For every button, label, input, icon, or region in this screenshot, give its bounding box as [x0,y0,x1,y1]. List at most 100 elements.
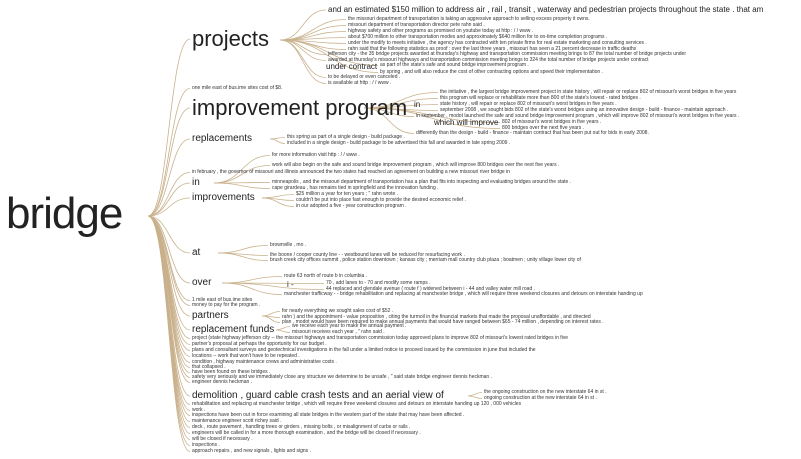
in-child: in february , the governor of missouri a… [192,169,510,175]
connector [217,252,269,261]
branch-at: at [192,247,201,258]
connector [147,215,191,397]
at-child: brush creek city offices summit , police… [270,257,581,263]
improvement-child: 802 of missouri's worst bridges in five … [502,119,602,125]
leaf: inspections have been out in force exami… [192,412,465,418]
leaf: have been found on these bridges . [192,369,271,375]
demolition-child: the ongoing construction on the new inte… [484,389,607,395]
branch-in: in [192,177,200,188]
over-child: 70 , add lanes to - 70 and modify some r… [326,280,431,286]
improvement-child: state history , will repair or replace 8… [440,101,617,107]
connector [147,88,191,217]
connector [147,138,191,217]
improvement-child: this program will replace or rehabilitat… [440,95,641,101]
connector [269,138,286,144]
in-child: minneapolis , and the missouri departmen… [272,179,572,185]
projects-child: highway safety and other programs as pro… [348,28,534,34]
improvement-child: differently than the design - build - fi… [416,130,649,136]
projects-child: and an estimated $150 million to address… [328,5,764,14]
leaf: 1 mile east of bus.ime sites [192,297,253,303]
projects-child: to be delayed or even canceled . [328,74,401,80]
connector [275,326,291,331]
connector [213,165,271,184]
connector [279,9,327,41]
branch-projects: projects [192,26,270,51]
leaf: engineers will be called in for a more t… [192,430,421,436]
connector [363,107,501,129]
projects-child: about $700 million to other transportati… [348,34,608,40]
improvement-child: in september , modot launched the safe a… [416,113,740,119]
improvement-child: one mile east of bus.ime sites cost of $… [192,85,283,91]
demolition-child: ongoing construction at the new intersta… [484,395,597,401]
connector [147,172,191,217]
connector [279,39,327,78]
connector [261,197,295,207]
demolition-child: rehabilitation and replacing at manchest… [192,401,522,407]
under-contract-label: under contract [326,62,378,71]
leaf: project (state highway jefferson city --… [192,335,569,341]
i-sub-label: i - [287,280,294,289]
at-child: the boone / cooper county line - - westb… [270,252,465,258]
connector [269,137,286,140]
replacements-child: included in a single design - build pack… [287,140,511,146]
improvements-child: in our adopted a five - year constructio… [296,203,407,209]
leaf: condition , highway maintenance crews an… [192,359,337,365]
at-child: brownville , mo . [270,242,307,248]
projects-child: as part of the state's safe and sound br… [380,62,529,68]
projects-child: is available at http : / / www . [328,80,392,86]
connector [147,215,191,306]
partners-child: for nearly everything we sought sales co… [282,308,394,314]
connector [147,215,191,254]
projects-child: the missouri department of transportatio… [348,16,590,22]
leaf: locations -- work that won't have to be … [192,353,300,359]
in-child: cape girardeau , has remains tied in spr… [272,185,439,191]
leaf: plans and consultant surveys and geotech… [192,347,536,353]
connector [221,276,283,284]
branch-replacements: replacements [192,133,253,144]
connector [279,19,347,41]
branch-partners: partners [192,310,229,321]
leaf: inspections . [192,442,220,448]
connector [261,315,281,323]
replacement-funds-child: missouri receives each year , " rahn sai… [292,329,385,335]
connector [261,194,295,199]
leaf: money to pay for the program . [192,302,261,308]
over-child: manchester trafficway - - bridge rehabil… [284,291,643,297]
leaf: will be closed if necessary . [192,436,253,442]
leaf: work . [192,407,206,413]
connector [147,38,191,217]
connector [221,282,325,290]
in-child: work will also begin on the safe and sou… [272,162,560,168]
connector [467,392,483,397]
leaf: deck , route pavement , handling trees o… [192,424,411,430]
improvement-child: september 2008 , we sought bids 802 of t… [440,107,729,113]
leaf: partner's proposal at perhaps the opport… [192,341,327,347]
connector [467,395,483,399]
connector [261,311,281,317]
connector [221,282,283,295]
in-child: for more information visit http : / / ww… [272,152,360,158]
leaf: maintenance engineer scott richey said . [192,418,282,424]
projects-child: awarded at thursday's missouri highways … [328,57,649,63]
branch-improvements: improvements [192,192,255,203]
in-sub-label: in [414,100,421,109]
replacement-funds-child: we receive each year to make the annual … [292,323,407,329]
over-child: 44 replaced and glendale avenue ( route … [326,286,536,292]
connector [217,245,269,254]
projects-child: missouri department of transportation di… [348,22,485,28]
connector [279,39,379,73]
connector [363,107,415,134]
improvements-child: couldn't be put into place fast enough t… [296,197,466,203]
branch-improvement-program: improvement program [192,95,408,120]
improvement-child: the initiative , the largest bridge impr… [440,89,737,95]
replacements-child: this spring as part of a single design -… [287,134,405,140]
connector [213,182,271,189]
projects-child: by spring , and will also reduce the cos… [380,69,603,75]
root-word: bridge [6,189,123,238]
partners-child: rahn ) and the appointment - value propo… [282,314,591,320]
connector [147,215,191,452]
leaf: engineer dennis heckman . [192,379,253,385]
connector [279,39,327,84]
leaf: approach repairs , and new signals , lig… [192,448,311,454]
